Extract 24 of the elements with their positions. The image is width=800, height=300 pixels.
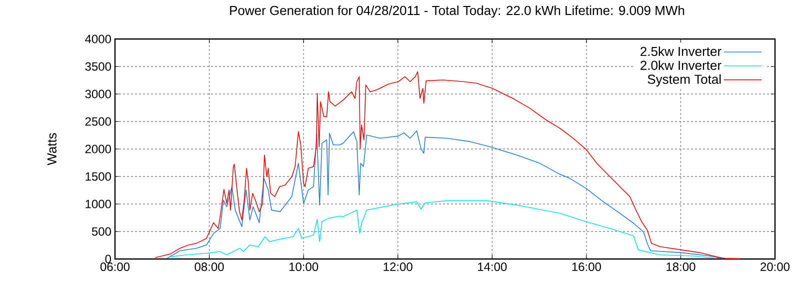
line-series: [166, 130, 724, 259]
y-tick-label: 500: [92, 227, 111, 236]
y-tick-label: 2500: [85, 117, 111, 126]
y-tick-label: 2000: [85, 144, 111, 154]
y-tick-label: 1500: [86, 172, 111, 181]
x-tick-label: 12:00: [384, 262, 412, 272]
y-tick-label: 1000: [86, 200, 111, 208]
legend-label: 2.0kw Inverter: [640, 60, 722, 70]
x-tick-label: 08:00: [194, 262, 224, 272]
y-tick-label: 3000: [85, 90, 111, 98]
legend-label: 2.5kw Inverter: [640, 46, 722, 56]
x-tick-label: 06:00: [100, 262, 130, 272]
y-tick-label: 3500: [85, 62, 111, 71]
x-tick-label: 14:00: [478, 262, 507, 272]
chart-title: Power Generation for 04/28/2011 - Total Today: 22.0 kWh Lifetime: 9.009 MWh: [230, 6, 684, 18]
y-axis-title: Watts: [47, 133, 56, 166]
line-series: [170, 200, 714, 258]
x-tick-label: 20:00: [760, 262, 790, 272]
x-tick-label: 10:00: [289, 262, 318, 272]
x-tick-label: 18:00: [666, 262, 696, 272]
y-tick-label: 4000: [85, 34, 111, 44]
y-tick-label: 0: [105, 254, 112, 264]
x-tick-label: 16:00: [572, 262, 601, 272]
legend-label: System Total: [648, 74, 721, 86]
